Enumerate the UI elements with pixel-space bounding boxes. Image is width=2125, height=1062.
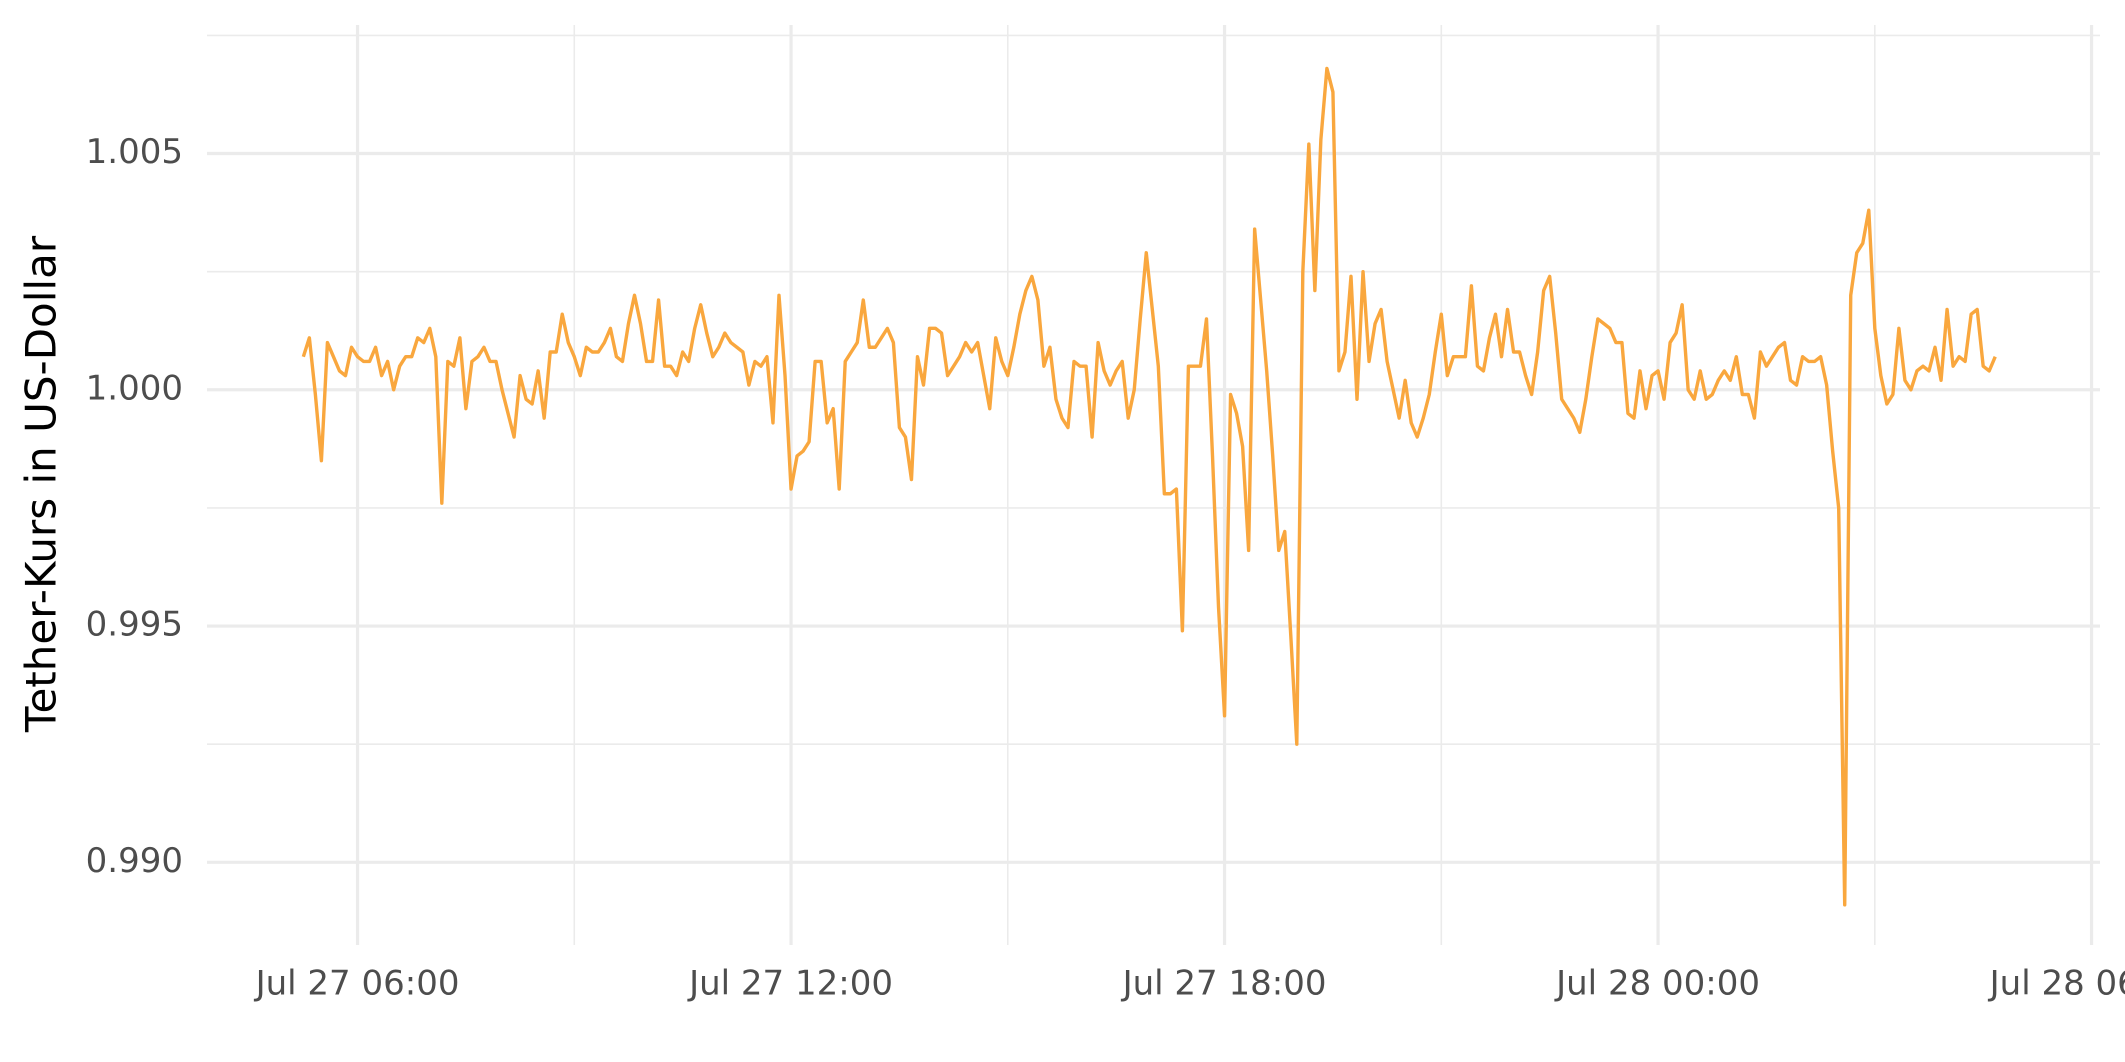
y-tick-label: 1.005 [86, 132, 183, 172]
x-tick-label: Jul 28 06:00 [1988, 964, 2125, 1004]
y-tick-label: 0.995 [86, 605, 183, 645]
x-tick-label: Jul 27 06:00 [254, 964, 460, 1004]
x-tick-label: Jul 28 00:00 [1554, 964, 1760, 1004]
y-tick-label: 0.990 [86, 841, 183, 881]
y-tick-label: 1.000 [86, 368, 183, 408]
x-tick-label: Jul 27 12:00 [687, 964, 893, 1004]
y-axis-title: Tether-Kurs in US-Dollar [17, 235, 66, 733]
axis-labels: 0.990 0.995 1.000 1.005 Jul 27 06:00 Jul 27 1… [86, 132, 2125, 1003]
plot-area [301, 66, 1997, 907]
price-line [301, 66, 1997, 907]
x-tick-label: Jul 27 18:00 [1121, 964, 1327, 1004]
